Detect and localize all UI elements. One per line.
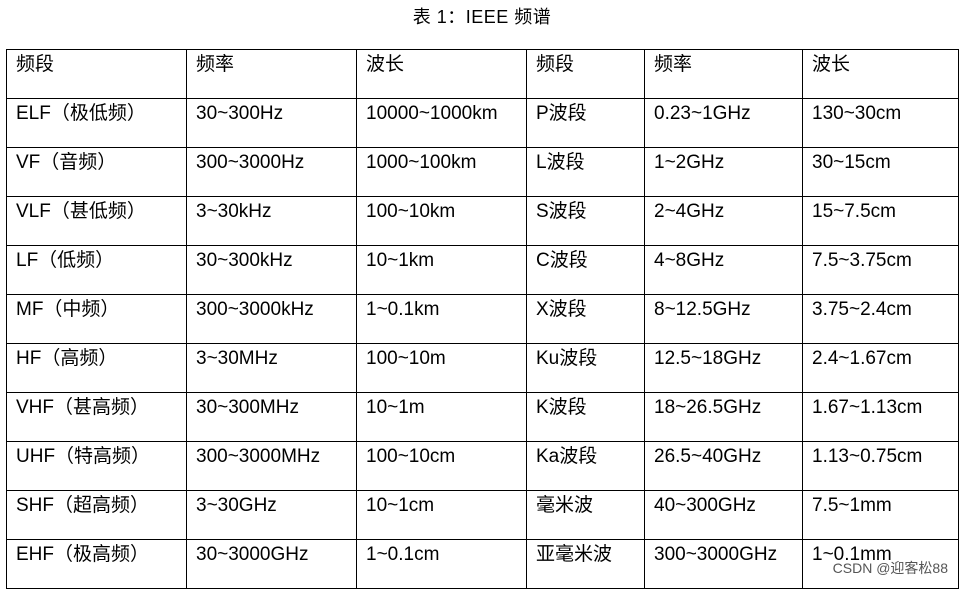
- wavelength-cell: 1000~100km: [356, 147, 527, 197]
- header-band: 频段: [6, 49, 187, 99]
- frequency-cell: 3~30MHz: [186, 343, 357, 393]
- table-row: LF（低频） 30~300kHz 10~1km C波段 4~8GHz 7.5~3…: [6, 245, 959, 295]
- band-cell: LF（低频）: [6, 245, 187, 295]
- band-cell: ELF（极低频）: [6, 98, 187, 148]
- frequency-cell: 26.5~40GHz: [644, 441, 803, 491]
- frequency-cell: 30~3000GHz: [186, 539, 357, 589]
- table-caption: 表 1：IEEE 频谱: [412, 7, 552, 27]
- wavelength-cell: 7.5~3.75cm: [802, 245, 959, 295]
- band-cell: HF（高频）: [6, 343, 187, 393]
- band-cell: VHF（甚高频）: [6, 392, 187, 442]
- frequency-cell: 18~26.5GHz: [644, 392, 803, 442]
- frequency-cell: 300~3000MHz: [186, 441, 357, 491]
- table-row: ELF（极低频） 30~300Hz 10000~1000km P波段 0.23~…: [6, 98, 959, 148]
- band-cell: SHF（超高频）: [6, 490, 187, 540]
- wavelength-cell: 1~0.1cm: [356, 539, 527, 589]
- band-cell: C波段: [526, 245, 645, 295]
- header-band: 频段: [526, 49, 645, 99]
- band-cell: EHF（极高频）: [6, 539, 187, 589]
- band-cell: VLF（甚低频）: [6, 196, 187, 246]
- band-cell: Ka波段: [526, 441, 645, 491]
- wavelength-cell: 10000~1000km: [356, 98, 527, 148]
- wavelength-cell: 10~1cm: [356, 490, 527, 540]
- frequency-cell: 30~300kHz: [186, 245, 357, 295]
- table-row: VF（音频） 300~3000Hz 1000~100km L波段 1~2GHz …: [6, 147, 959, 197]
- frequency-cell: 1~2GHz: [644, 147, 803, 197]
- band-cell: S波段: [526, 196, 645, 246]
- band-cell: X波段: [526, 294, 645, 344]
- frequency-cell: 3~30GHz: [186, 490, 357, 540]
- table-row: HF（高频） 3~30MHz 100~10m Ku波段 12.5~18GHz 2…: [6, 343, 959, 393]
- header-wavelength: 波长: [802, 49, 959, 99]
- table-row: VHF（甚高频） 30~300MHz 10~1m K波段 18~26.5GHz …: [6, 392, 959, 442]
- wavelength-cell: 1~0.1km: [356, 294, 527, 344]
- frequency-cell: 30~300Hz: [186, 98, 357, 148]
- band-cell: Ku波段: [526, 343, 645, 393]
- ieee-spectrum-table: 频段 频率 波长 频段 频率 波长 ELF（极低频） 30~300Hz 1000…: [6, 49, 959, 589]
- wavelength-cell: 130~30cm: [802, 98, 959, 148]
- wavelength-cell: 1.13~0.75cm: [802, 441, 959, 491]
- frequency-cell: 0.23~1GHz: [644, 98, 803, 148]
- frequency-cell: 30~300MHz: [186, 392, 357, 442]
- frequency-cell: 3~30kHz: [186, 196, 357, 246]
- wavelength-cell: 10~1km: [356, 245, 527, 295]
- band-cell: UHF（特高频）: [6, 441, 187, 491]
- band-cell: VF（音频）: [6, 147, 187, 197]
- band-cell: K波段: [526, 392, 645, 442]
- table-row: UHF（特高频） 300~3000MHz 100~10cm Ka波段 26.5~…: [6, 441, 959, 491]
- wavelength-cell: 10~1m: [356, 392, 527, 442]
- wavelength-cell: 1.67~1.13cm: [802, 392, 959, 442]
- wavelength-cell: 100~10m: [356, 343, 527, 393]
- wavelength-cell: 2.4~1.67cm: [802, 343, 959, 393]
- wavelength-cell: 100~10cm: [356, 441, 527, 491]
- table-row: SHF（超高频） 3~30GHz 10~1cm 毫米波 40~300GHz 7.…: [6, 490, 959, 540]
- header-row: 频段 频率 波长 频段 频率 波长: [6, 49, 959, 99]
- band-cell: 毫米波: [526, 490, 645, 540]
- wavelength-cell: 30~15cm: [802, 147, 959, 197]
- band-cell: 亚毫米波: [526, 539, 645, 589]
- csdn-watermark: CSDN @迎客松88: [830, 560, 950, 576]
- wavelength-cell: 3.75~2.4cm: [802, 294, 959, 344]
- frequency-cell: 40~300GHz: [644, 490, 803, 540]
- frequency-cell: 4~8GHz: [644, 245, 803, 295]
- wavelength-cell: 7.5~1mm: [802, 490, 959, 540]
- wavelength-cell: 100~10km: [356, 196, 527, 246]
- header-wavelength: 波长: [356, 49, 527, 99]
- table-row: MF（中频） 300~3000kHz 1~0.1km X波段 8~12.5GHz…: [6, 294, 959, 344]
- wavelength-cell: 15~7.5cm: [802, 196, 959, 246]
- frequency-cell: 8~12.5GHz: [644, 294, 803, 344]
- frequency-cell: 2~4GHz: [644, 196, 803, 246]
- header-frequency: 频率: [186, 49, 357, 99]
- frequency-cell: 12.5~18GHz: [644, 343, 803, 393]
- table-row: EHF（极高频） 30~3000GHz 1~0.1cm 亚毫米波 300~300…: [6, 539, 959, 589]
- frequency-cell: 300~3000GHz: [644, 539, 803, 589]
- frequency-cell: 300~3000kHz: [186, 294, 357, 344]
- frequency-cell: 300~3000Hz: [186, 147, 357, 197]
- band-cell: P波段: [526, 98, 645, 148]
- band-cell: L波段: [526, 147, 645, 197]
- band-cell: MF（中频）: [6, 294, 187, 344]
- table-row: VLF（甚低频） 3~30kHz 100~10km S波段 2~4GHz 15~…: [6, 196, 959, 246]
- header-frequency: 频率: [644, 49, 803, 99]
